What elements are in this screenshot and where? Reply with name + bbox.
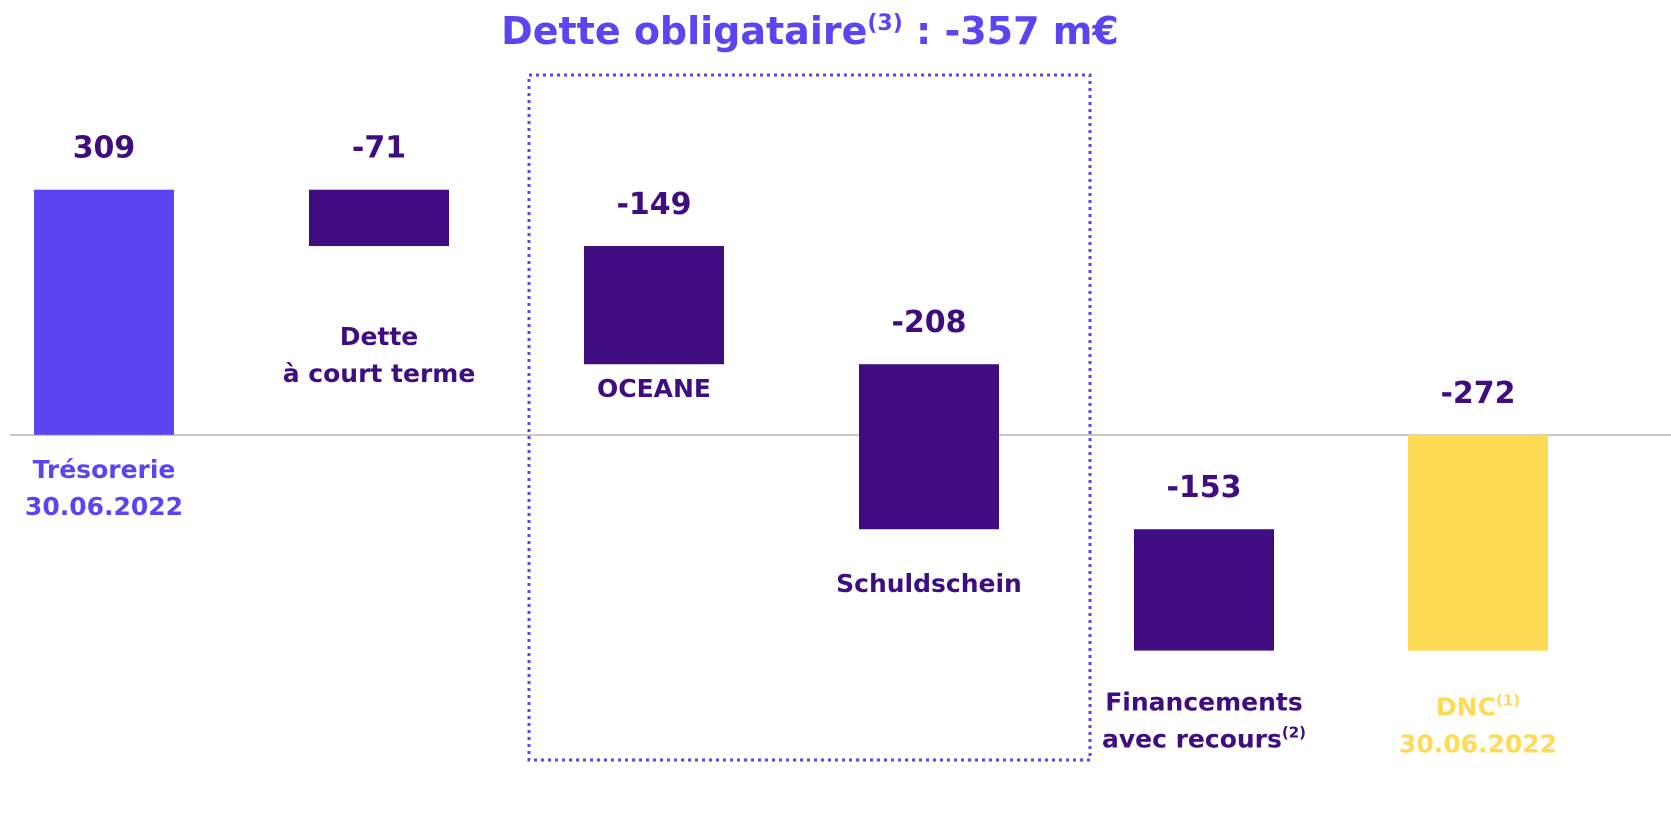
bar bbox=[309, 189, 449, 247]
title-suffix: : -357 m€ bbox=[903, 9, 1119, 53]
value-label: -208 bbox=[891, 305, 966, 340]
value-label: -153 bbox=[1166, 470, 1241, 505]
category-label-text: OCEANE bbox=[597, 374, 711, 403]
category-label: Trésorerie bbox=[33, 455, 176, 484]
category-label: à court terme bbox=[283, 359, 476, 388]
bar bbox=[1134, 529, 1274, 651]
bar bbox=[34, 189, 174, 435]
category-label-text: 30.06.2022 bbox=[1399, 730, 1557, 759]
category-label: DNC(1) bbox=[1436, 692, 1520, 722]
category-label: Dette bbox=[340, 322, 419, 351]
category-label-text: Schuldschein bbox=[836, 569, 1022, 598]
category-label: Financements bbox=[1105, 688, 1303, 717]
bar bbox=[859, 364, 999, 530]
category-label: 30.06.2022 bbox=[25, 492, 183, 521]
title-superscript: (3) bbox=[867, 11, 902, 36]
category-label-text: Financements bbox=[1105, 688, 1303, 717]
category-label-superscript: (2) bbox=[1282, 724, 1306, 742]
category-label: OCEANE bbox=[597, 374, 711, 403]
value-label: 309 bbox=[73, 131, 136, 166]
category-label-text: 30.06.2022 bbox=[25, 492, 183, 521]
value-label: -149 bbox=[616, 187, 691, 222]
category-label: avec recours(2) bbox=[1102, 724, 1306, 754]
bond-debt-box bbox=[527, 73, 1092, 762]
bar bbox=[1408, 434, 1548, 651]
title-text: Dette obligataire bbox=[501, 9, 867, 53]
value-label: -71 bbox=[352, 131, 406, 166]
category-label: Schuldschein bbox=[836, 569, 1022, 598]
category-label-text: Dette bbox=[340, 322, 419, 351]
category-label-text: DNC bbox=[1436, 693, 1496, 722]
category-label-text: avec recours bbox=[1102, 725, 1282, 754]
category-label-text: à court terme bbox=[283, 359, 476, 388]
bar bbox=[584, 246, 724, 365]
category-label-superscript: (1) bbox=[1496, 692, 1520, 710]
category-label: 30.06.2022 bbox=[1399, 730, 1557, 759]
value-label: -272 bbox=[1440, 376, 1515, 411]
category-label-text: Trésorerie bbox=[33, 455, 176, 484]
chart-title: Dette obligataire(3) : -357 m€ bbox=[501, 9, 1119, 53]
